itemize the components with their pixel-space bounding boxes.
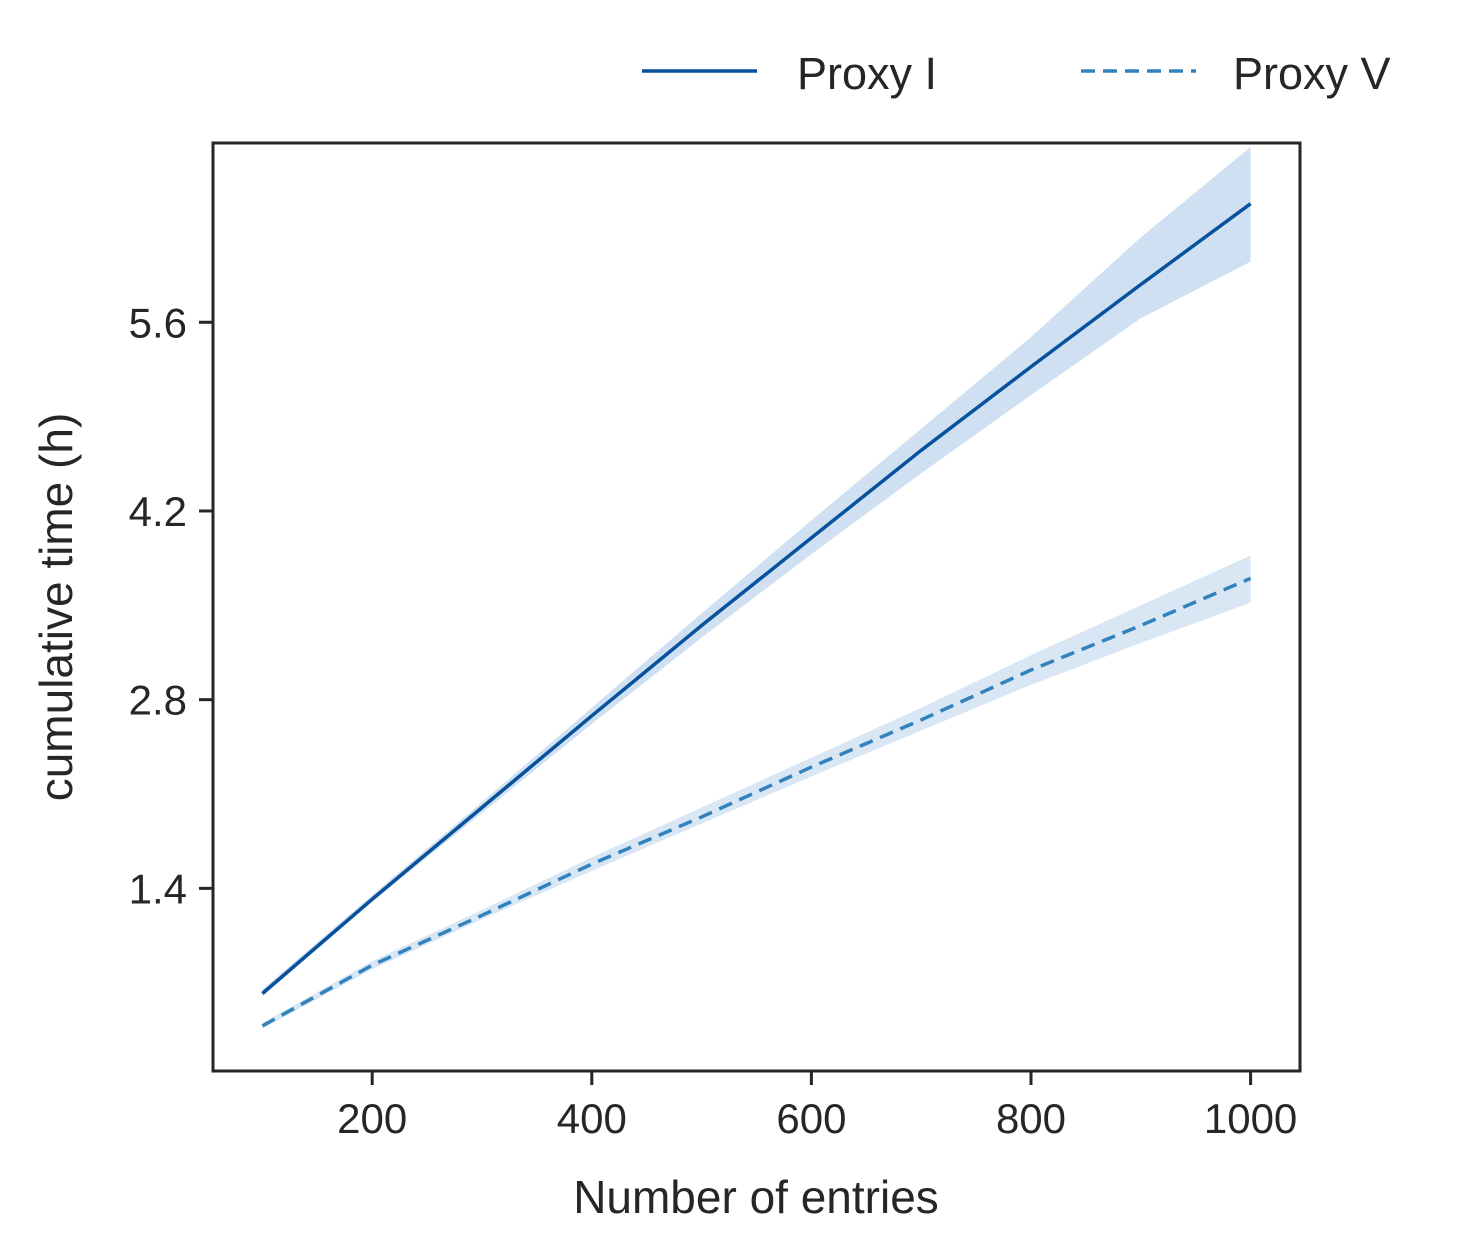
series-lines [261, 202, 1252, 1028]
series-line-proxy-i [261, 202, 1252, 995]
x-tick-label: 600 [776, 1095, 846, 1142]
x-tick-label: 800 [996, 1095, 1066, 1142]
y-tick-label: 5.6 [129, 299, 187, 346]
legend-label-proxy-i: Proxy I [797, 48, 937, 99]
x-tick-label: 1000 [1204, 1095, 1297, 1142]
series-line-proxy-v [261, 576, 1252, 1028]
confidence-bands [262, 147, 1251, 1029]
x-axis-label: Number of entries [573, 1171, 939, 1223]
plot-frame [211, 141, 1302, 1073]
legend: Proxy I Proxy V [642, 48, 1391, 99]
legend-label-proxy-v: Proxy V [1233, 48, 1391, 99]
x-tick-label: 400 [557, 1095, 627, 1142]
y-tick-label: 4.2 [129, 488, 187, 535]
y-tick-label: 1.4 [129, 865, 187, 912]
y-tick-label: 2.8 [129, 677, 187, 724]
band-proxy-v [262, 555, 1251, 1029]
y-axis-label: cumulative time (h) [30, 413, 82, 802]
x-tick-label: 200 [337, 1095, 407, 1142]
x-axis-ticks: 200 400 600 800 1000 [337, 1071, 1297, 1142]
y-axis-ticks: 1.4 2.8 4.2 5.6 [129, 299, 213, 912]
